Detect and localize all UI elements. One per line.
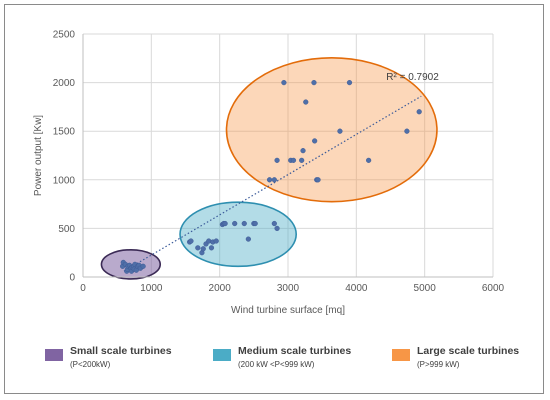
x-tick-label: 5000: [414, 283, 437, 294]
x-tick-label: 4000: [345, 283, 368, 294]
data-point: [271, 220, 277, 227]
data-point: [245, 236, 251, 242]
data-point: [290, 157, 297, 163]
data-point: [232, 220, 238, 227]
data-point: [274, 225, 280, 232]
r-squared-label: R² = 0.7902: [386, 72, 439, 83]
large-scale-ellipse: [225, 57, 438, 203]
legend-swatch-small: [45, 349, 63, 361]
x-tick-label: 2000: [209, 283, 232, 294]
data-point: [404, 128, 410, 134]
x-tick-label: 1000: [140, 283, 163, 294]
data-point: [300, 148, 306, 154]
data-point: [208, 245, 215, 251]
data-point: [252, 220, 258, 227]
data-point: [195, 245, 201, 251]
data-point: [303, 99, 309, 105]
legend: Small scale turbines (P<200kW) Medium sc…: [5, 345, 545, 385]
data-point: [222, 220, 228, 227]
y-tick-label: 500: [58, 224, 75, 235]
legend-title-small: Small scale turbines: [70, 345, 172, 357]
legend-range-large: (P>999 kW): [417, 360, 460, 369]
data-point: [200, 246, 206, 252]
data-point: [366, 157, 372, 163]
y-tick-label: 2500: [53, 30, 76, 41]
data-point: [312, 138, 318, 144]
data-point: [241, 220, 247, 227]
data-point: [315, 177, 321, 183]
data-points: [120, 79, 422, 274]
legend-title-large: Large scale turbines: [417, 345, 520, 357]
data-point: [271, 177, 277, 183]
y-tick-label: 2000: [53, 78, 76, 89]
x-axis-title: Wind turbine surface [mq]: [231, 305, 345, 316]
medium-scale-ellipse: [179, 201, 298, 268]
data-point: [337, 128, 343, 134]
data-point: [346, 79, 353, 86]
data-point: [299, 157, 305, 163]
data-point: [213, 238, 219, 244]
y-tick-label: 1500: [53, 127, 76, 138]
axes: 0 1000 2000 3000 4000 5000 6000 0 500 1000 1500 200…: [53, 30, 505, 295]
y-axis-title: Power output [Kw]: [33, 115, 44, 196]
data-point: [188, 238, 194, 244]
y-tick-label: 1000: [53, 175, 76, 186]
legend-swatch-large: [392, 349, 410, 361]
legend-range-medium: (200 kW <P<999 kW): [238, 360, 315, 369]
legend-swatch-medium: [213, 349, 231, 361]
gridlines: [83, 33, 494, 277]
data-point: [311, 79, 317, 86]
data-point: [281, 79, 287, 86]
x-tick-label: 6000: [482, 283, 505, 294]
data-point: [266, 177, 273, 183]
y-tick-label: 0: [69, 273, 75, 284]
legend-title-medium: Medium scale turbines: [238, 345, 352, 357]
legend-range-small: (P<200kW): [70, 360, 111, 369]
data-point: [274, 157, 280, 163]
x-tick-label: 0: [80, 283, 86, 294]
data-point: [140, 263, 146, 269]
x-tick-label: 3000: [277, 283, 300, 294]
scatter-plot: 0 1000 2000 3000 4000 5000 6000 0 500 1000 1500 200…: [33, 30, 505, 317]
data-point: [416, 109, 422, 115]
chart-frame: 0 1000 2000 3000 4000 5000 6000 0 500 1000 1500 200…: [4, 4, 544, 394]
